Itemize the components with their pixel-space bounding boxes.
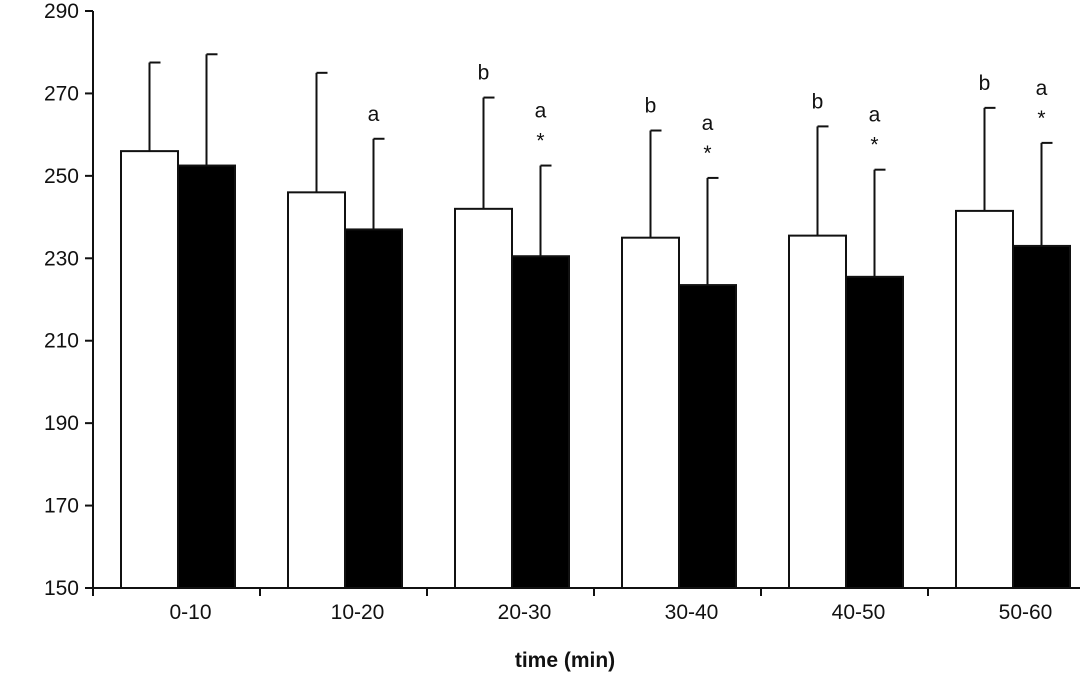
bar — [454, 207, 513, 589]
annotations-layer: a b * a b * a b * a b * a — [368, 62, 1048, 165]
significance-label: b — [812, 90, 824, 113]
x-axis: 0-10 10-20 20-30 30-40 40-50 50-60 — [92, 587, 1080, 624]
bars-layer — [120, 150, 1071, 590]
y-tick-label: 270 — [44, 82, 79, 105]
bar — [845, 275, 904, 589]
bar — [788, 234, 847, 589]
y-tick-label: 190 — [44, 412, 79, 435]
error-bars-layer — [148, 53, 1053, 286]
x-tick-label: 20-30 — [498, 601, 552, 624]
y-axis: 150 170 190 210 230 250 270 290 — [44, 0, 94, 600]
significance-label: b — [478, 62, 490, 85]
x-tick-label: 10-20 — [331, 601, 385, 624]
bar — [344, 228, 403, 590]
significance-label: a — [1036, 77, 1048, 100]
bar — [955, 209, 1014, 589]
y-tick-label: 170 — [44, 495, 79, 518]
y-tick-label: 250 — [44, 165, 79, 188]
significance-label: * — [703, 142, 711, 165]
significance-label: b — [645, 95, 657, 118]
significance-label: a — [702, 112, 714, 135]
significance-label: * — [536, 130, 544, 153]
bar — [177, 164, 236, 590]
bar — [120, 150, 179, 589]
bar — [678, 284, 737, 589]
significance-label: b — [979, 72, 991, 95]
significance-label: * — [1037, 107, 1045, 130]
bar — [287, 191, 346, 589]
significance-label: a — [368, 103, 380, 126]
x-tick-label: 40-50 — [832, 601, 886, 624]
bar — [1012, 244, 1071, 590]
y-tick-label: 290 — [44, 0, 79, 23]
significance-label: * — [870, 134, 878, 157]
x-tick-label: 50-60 — [999, 601, 1053, 624]
significance-label: a — [869, 104, 881, 127]
bar — [621, 236, 680, 590]
significance-label: a — [535, 100, 547, 123]
x-tick-label: 0-10 — [169, 601, 211, 624]
bar — [511, 255, 570, 589]
y-tick-label: 150 — [44, 577, 79, 600]
y-tick-label: 230 — [44, 247, 79, 270]
x-axis-label: time (min) — [515, 649, 615, 672]
x-tick-label: 30-40 — [665, 601, 719, 624]
y-tick-label: 210 — [44, 330, 79, 353]
